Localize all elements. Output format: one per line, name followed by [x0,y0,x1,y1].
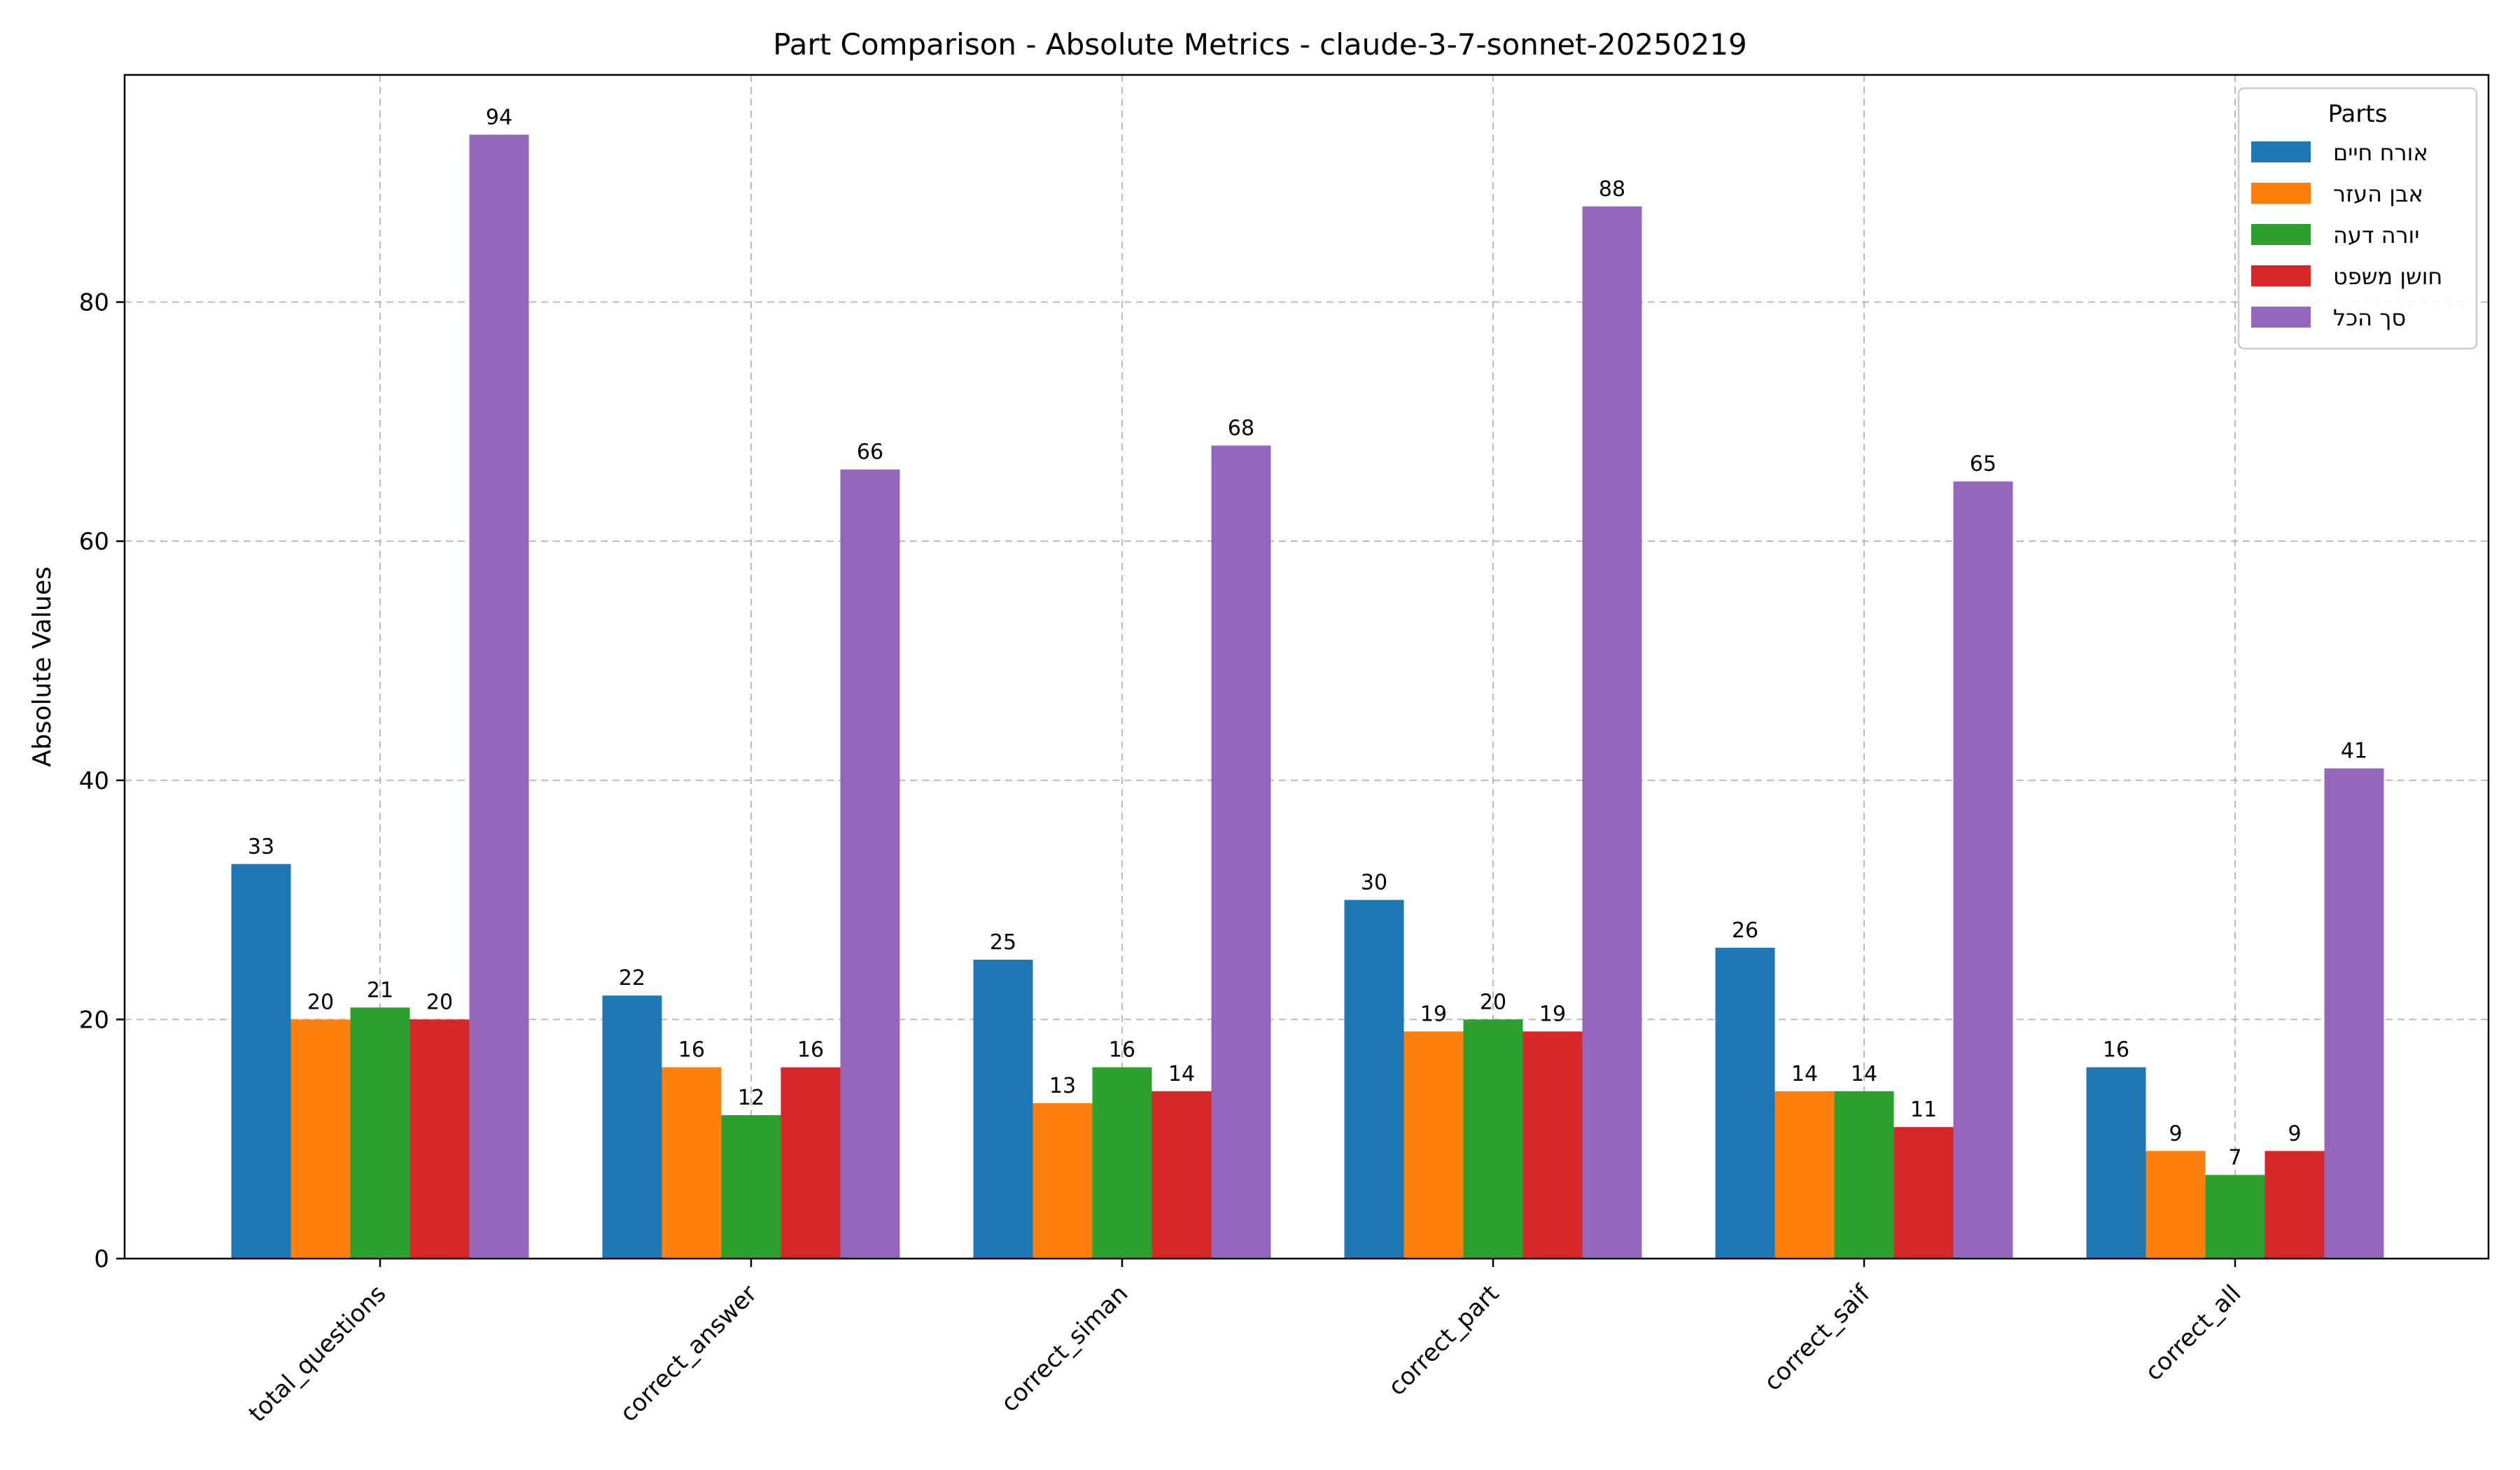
x-tick-label: correct_siman [995,1280,1133,1418]
bar [410,1019,470,1259]
x-axis: total_questions correct_answer correct_sim… [244,1259,2247,1428]
bar [1582,206,1642,1259]
bar [1715,947,1775,1259]
y-axis-label: Absolute Values [28,566,57,766]
bar [1834,1091,1894,1259]
bar-value-label: 16 [678,1038,705,1063]
bar [2264,1151,2325,1259]
bar [2205,1175,2265,1259]
bar [469,134,529,1259]
bar-value-label: 16 [1109,1038,1135,1063]
bar-value-label: 65 [1970,452,1996,477]
x-tick-label: total_questions [244,1280,392,1428]
bar-value-label: 68 [1228,416,1254,441]
legend-entry-label: חושן משפט [2333,263,2442,290]
bar-value-label: 11 [1910,1098,1937,1122]
bar [973,959,1033,1259]
plot-frame [123,74,2490,1260]
bar-value-label: 21 [367,978,393,1002]
bar [1344,899,1404,1259]
bar [1893,1127,1954,1259]
legend-title: Parts [2328,100,2388,128]
legend-swatch [2251,265,2311,286]
bar [1774,1091,1835,1259]
x-tick-label: correct_answer [615,1280,762,1427]
bar-value-label: 20 [426,990,453,1014]
bar [2146,1151,2206,1259]
bar [1211,445,1271,1259]
bar-value-label: 14 [1791,1062,1818,1086]
y-tick-label: 80 [79,289,109,317]
bar-value-label: 7 [2228,1145,2241,1170]
bar [1953,481,2013,1259]
bar [602,995,662,1259]
legend: Parts אורח חיים אבן העזר יורה דעה חושן משפט ס… [2237,87,2478,350]
bar [1463,1019,1523,1259]
bar [662,1067,722,1259]
bar [290,1019,351,1259]
bar-value-label: 9 [2169,1121,2182,1146]
bar-value-label: 25 [990,930,1016,955]
bar-value-label: 16 [2103,1038,2129,1063]
bars [231,134,2384,1259]
legend-entry-label: סך הכל [2333,304,2406,331]
x-tick-label: correct_all [2140,1280,2247,1387]
bar-value-label: 30 [1361,871,1387,895]
bar [840,469,900,1259]
bar-value-label: 88 [1599,177,1625,202]
chart-title: Part Comparison - Absolute Metrics - cla… [773,27,1746,62]
bar-value-label: 33 [248,834,274,859]
bar-value-label: 19 [1539,1002,1566,1026]
legend-swatch [2251,307,2311,328]
legend-entry-label: יורה דעה [2333,222,2419,248]
y-tick-label: 0 [94,1245,109,1273]
y-tick-label: 40 [79,767,109,795]
bar-value-label: 20 [1480,990,1506,1014]
bar [2324,768,2384,1259]
bar-value-label: 22 [619,966,645,990]
bar-value-label: 19 [1420,1002,1447,1026]
bar [231,864,291,1259]
bar-value-label: 9 [2288,1121,2301,1146]
bar [1092,1067,1152,1259]
y-axis: 0 20 40 60 80 [79,289,125,1273]
bar-value-label: 20 [307,990,334,1014]
legend-entry-label: אורח חיים [2333,139,2428,166]
bar [1522,1031,1583,1259]
x-tick-label: correct_saif [1758,1279,1876,1396]
bar-value-label: 26 [1732,918,1758,943]
bar-value-label: 66 [857,440,883,465]
bar [2086,1067,2146,1259]
bar [721,1115,781,1259]
y-tick-label: 60 [79,528,109,556]
legend-swatch [2251,183,2311,204]
bar-value-label: 14 [1851,1062,1877,1086]
legend-swatch [2251,141,2311,162]
bar [780,1067,841,1259]
x-tick-label: correct_part [1383,1280,1505,1401]
bar-value-label: 14 [1168,1062,1195,1086]
bar-value-label: 94 [486,105,512,130]
y-tick-label: 20 [79,1006,109,1034]
legend-swatch [2251,224,2311,245]
legend-entry-label: אבן העזר [2333,181,2423,207]
bar-value-label: 13 [1049,1074,1076,1098]
bar [1404,1031,1464,1259]
bar-value-label: 41 [2341,739,2367,764]
bar-value-label: 12 [738,1086,764,1110]
bar [1152,1091,1212,1259]
bar [350,1007,410,1259]
bar-value-label: 16 [797,1038,824,1063]
bar [1032,1102,1093,1259]
bar-value-labels: 33 20 21 20 94 22 16 12 16 66 25 13 16 14 68 30 19 20 19 88… [248,105,2367,1170]
